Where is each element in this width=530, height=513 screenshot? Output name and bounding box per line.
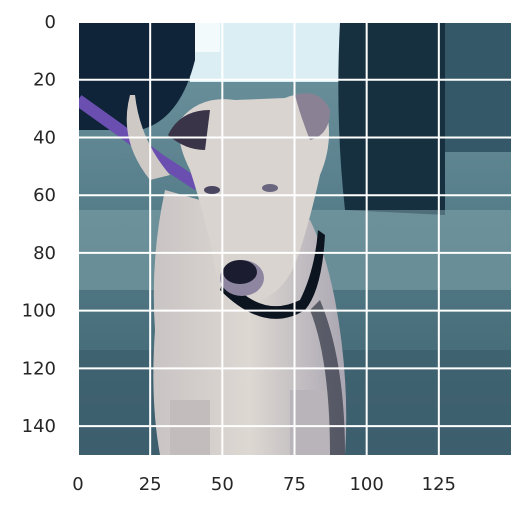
dog-tail [126,95,170,180]
y-tick-label: 140 [22,416,56,437]
dog-right-eye [262,184,278,192]
x-tick-label: 75 [283,474,306,495]
dog-collar [220,230,325,319]
y-tick-label: 100 [22,301,56,322]
gridlines [77,21,511,455]
y-tick-label: 60 [33,185,56,206]
dog-left-ear [168,110,210,150]
y-tick-label: 80 [33,243,56,264]
y-tick-label: 40 [33,127,56,148]
y-tick-label: 20 [33,70,56,91]
dog-nose [223,260,257,284]
right-tire [338,22,445,215]
x-tick-label: 25 [139,474,162,495]
left-tire [78,22,195,130]
x-tick-label: 0 [72,474,83,495]
dog-right-ear [295,93,330,140]
x-tick-label: 125 [422,474,456,495]
dog-left-eye [204,186,220,194]
x-axis-ticks: 0 25 50 75 100 125 [72,474,456,495]
y-axis-ticks: 0 20 40 60 80 100 120 140 [22,12,56,437]
dog-body [153,190,347,455]
dog-head [178,94,329,300]
x-tick-label: 50 [211,474,234,495]
y-tick-label: 120 [22,358,56,379]
x-tick-label: 100 [349,474,383,495]
y-tick-label: 0 [45,12,56,33]
